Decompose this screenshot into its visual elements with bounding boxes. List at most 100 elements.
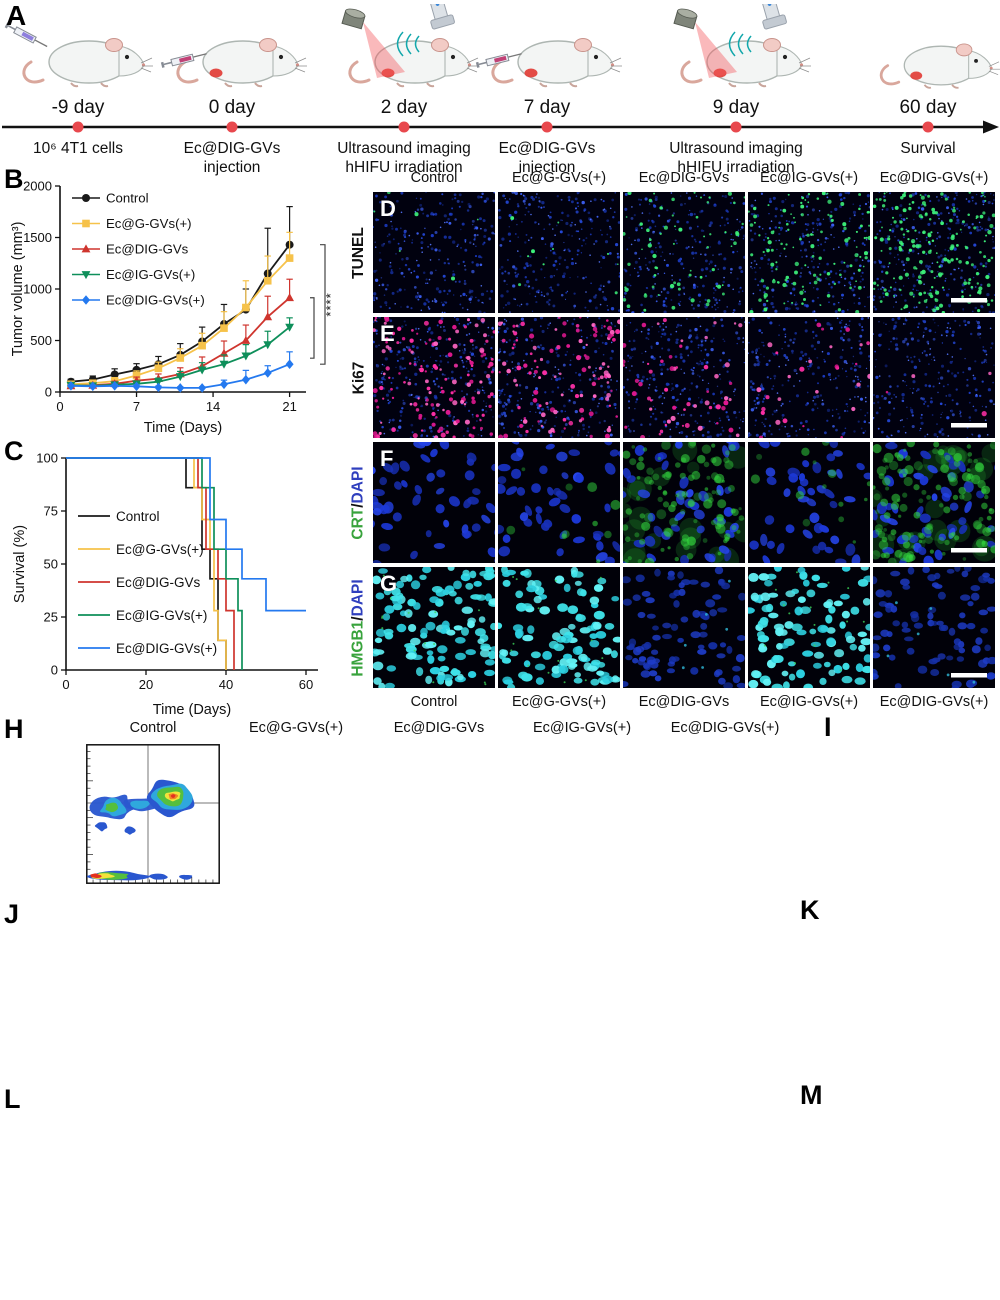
svg-text:100: 100 (36, 451, 58, 466)
ultrasound-probe-icon (761, 4, 787, 30)
panel-letter-i: I (824, 712, 832, 742)
micro-col-header: Control (410, 170, 458, 186)
timeline-stage-art (879, 43, 1000, 89)
svg-text:0: 0 (45, 385, 52, 400)
micro-image-E-3 (748, 317, 870, 438)
flow-plot-H-0 (86, 744, 220, 884)
micro-row-label: CRT/DAPI (350, 465, 367, 540)
timeline-stage-desc: Ultrasound imaging hHIFU irradiation (337, 140, 471, 176)
panel-letter-b: B (4, 164, 24, 194)
svg-text:Ec@DIG-GVs(+): Ec@DIG-GVs(+) (116, 641, 217, 656)
micro-image-F-2 (623, 442, 745, 563)
survival-chart: 0 25 50 75 100 0 20 40 60 Time (Days) Survival (%)… (12, 451, 318, 718)
tumor-dot (910, 71, 923, 80)
svg-text:20: 20 (139, 677, 153, 692)
mouse-icon (348, 38, 479, 88)
timeline-stage-desc: Ec@DIG-GVs injection (183, 140, 281, 176)
micro-col-header: Ec@IG-GVs(+) (759, 170, 859, 186)
micro-image-G-0: G (373, 567, 495, 688)
timeline-day-label: 60 day (899, 97, 957, 118)
mouse-icon (680, 38, 811, 88)
svg-text:Control: Control (116, 509, 160, 524)
svg-text:0: 0 (51, 663, 58, 678)
micro-image-E-2 (623, 317, 745, 438)
hifu-beam (363, 22, 405, 78)
svg-text:Ec@G-GVs(+): Ec@G-GVs(+) (106, 216, 192, 231)
timeline-stage-art (160, 38, 307, 88)
micro-image-F-4 (873, 442, 995, 563)
flow-col-header: Ec@G-GVs(+) (248, 720, 344, 736)
svg-text:Ec@IG-GVs(+): Ec@IG-GVs(+) (116, 608, 207, 623)
syringe-icon (160, 53, 207, 68)
svg-text:1000: 1000 (23, 282, 52, 297)
svg-text:Time (Days): Time (Days) (153, 702, 231, 718)
micro-image-D-3 (748, 192, 870, 313)
micro-col-header: Ec@G-GVs(+) (511, 170, 607, 186)
micro-image-G-4 (873, 567, 995, 688)
micro-col-footer: Ec@IG-GVs(+) (759, 694, 859, 710)
micro-image-D-1 (498, 192, 620, 313)
flow-col-header: Ec@DIG-GVs(+) (670, 720, 780, 736)
timeline-stage-art (4, 22, 153, 88)
mouse-icon (491, 38, 622, 88)
tumor-volume-chart: 0 500 1000 1500 2000 0 7 14 21 Time (Days) Tumor v… (10, 179, 338, 437)
tumor-dot (209, 68, 223, 78)
svg-text:F: F (380, 446, 393, 471)
micro-image-G-2 (623, 567, 745, 688)
timeline-stage-art (673, 4, 811, 88)
hifu-transducer-icon (341, 8, 366, 30)
micro-image-D-0: D (373, 192, 495, 313)
hifu-transducer-icon (673, 8, 698, 30)
svg-text:****: **** (323, 292, 338, 316)
micro-row-label: TUNEL (350, 226, 368, 279)
svg-text:40: 40 (219, 677, 233, 692)
svg-text:Survival (%): Survival (%) (12, 525, 28, 603)
timeline-day-label: 9 day (712, 97, 760, 118)
mouse-icon (22, 38, 153, 88)
panel-letter-l: L (4, 1084, 21, 1114)
timeline-stage-desc: Ultrasound imaging hHIFU irradiation (669, 140, 803, 176)
svg-text:50: 50 (44, 557, 58, 572)
svg-text:0: 0 (62, 677, 69, 692)
svg-text:1500: 1500 (23, 230, 52, 245)
tumor-dot (713, 68, 727, 78)
micro-image-G-3 (748, 567, 870, 688)
panel-letter-a: A (6, 0, 27, 31)
svg-text:Ec@DIG-GVs: Ec@DIG-GVs (116, 575, 200, 590)
panel-letter-k: K (800, 895, 820, 925)
ultrasound-probe-icon (429, 4, 455, 30)
micro-image-D-4 (873, 192, 995, 313)
panel-letter-c: C (4, 436, 24, 466)
mouse-icon (879, 43, 1000, 89)
scale-bar (951, 423, 987, 428)
svg-text:D: D (380, 196, 396, 221)
micro-col-footer: Ec@DIG-GVs (638, 694, 730, 710)
timeline-day-label: 2 day (380, 97, 428, 118)
svg-text:60: 60 (299, 677, 313, 692)
tumor-dot (524, 68, 538, 78)
svg-text:G: G (380, 571, 397, 596)
micro-col-footer: Ec@G-GVs(+) (511, 694, 607, 710)
micro-image-F-0: F (373, 442, 495, 563)
svg-text:Control: Control (106, 191, 149, 206)
micro-image-F-3 (748, 442, 870, 563)
hifu-beam (695, 22, 737, 78)
micro-image-E-1 (498, 317, 620, 438)
svg-text:0: 0 (56, 399, 63, 414)
micro-row-label: Ki67 (350, 361, 367, 394)
timeline-stage-desc: 10⁶ 4T1 cells (33, 140, 123, 157)
scale-bar (951, 673, 987, 678)
svg-text:25: 25 (44, 610, 58, 625)
panel-letter-j: J (4, 899, 20, 929)
svg-text:Tumor volume (mm³): Tumor volume (mm³) (10, 222, 26, 357)
flow-col-header: Ec@DIG-GVs (393, 720, 485, 736)
micro-col-footer: Ec@DIG-GVs(+) (879, 694, 989, 710)
micro-col-footer: Control (410, 694, 458, 710)
panel-letter-m: M (800, 1080, 823, 1110)
micro-image-D-2 (623, 192, 745, 313)
micro-col-header: Ec@DIG-GVs (638, 170, 730, 186)
micro-image-F-1 (498, 442, 620, 563)
svg-text:Ec@IG-GVs(+): Ec@IG-GVs(+) (106, 267, 195, 282)
svg-text:2000: 2000 (23, 179, 52, 194)
